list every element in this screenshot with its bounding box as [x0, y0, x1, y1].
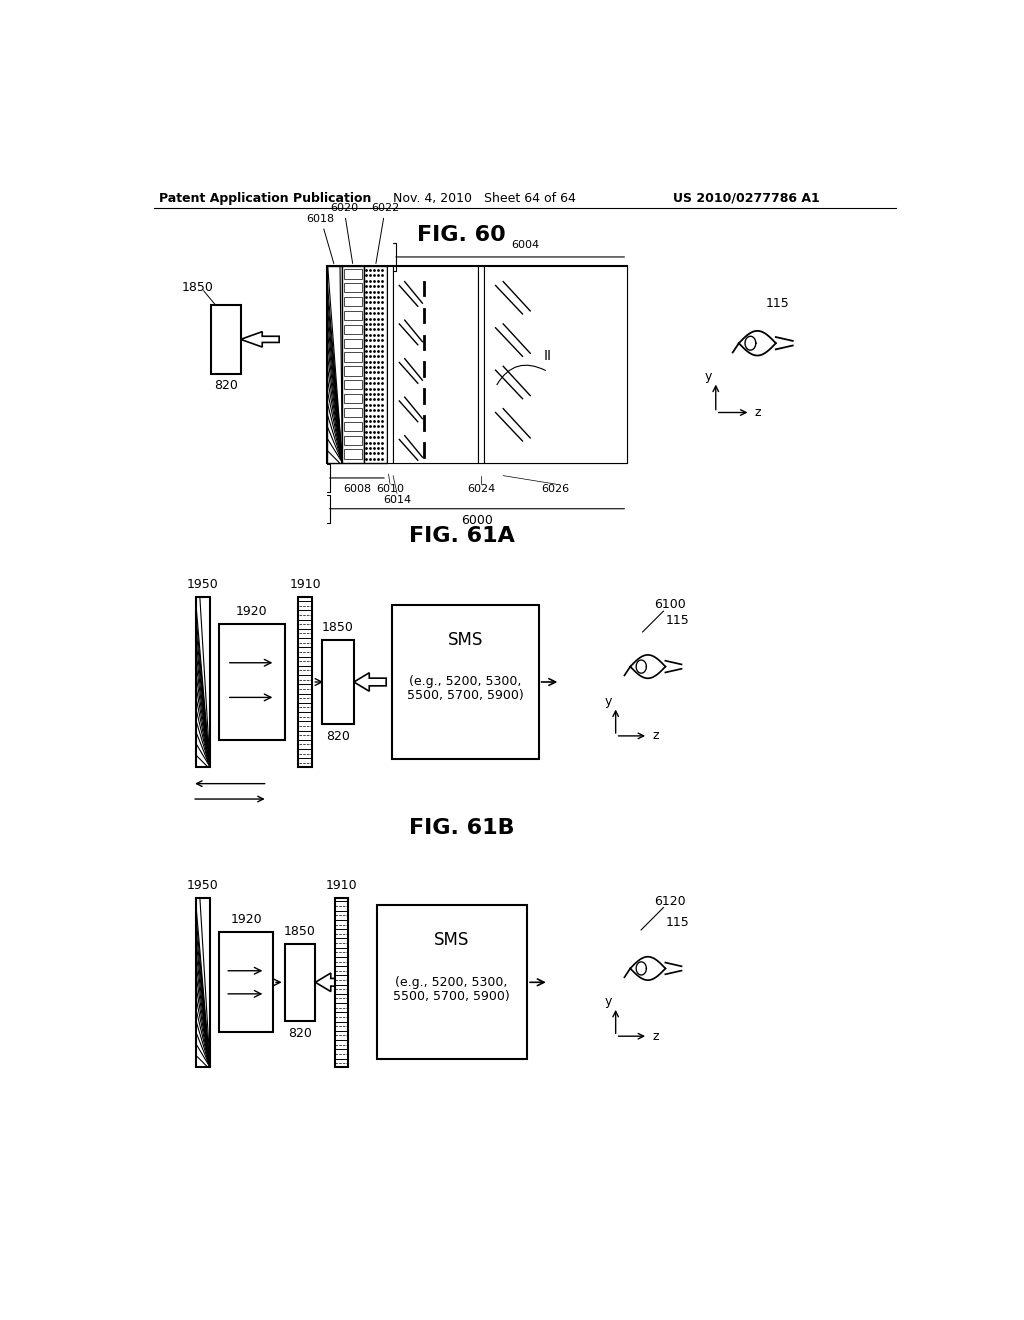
Bar [344, 449, 362, 459]
Polygon shape [241, 331, 280, 347]
Text: US 2010/0277786 A1: US 2010/0277786 A1 [673, 191, 820, 205]
Text: 6008: 6008 [343, 484, 371, 495]
Bar [285, 944, 315, 1020]
Bar [344, 297, 362, 306]
Text: FIG. 61B: FIG. 61B [409, 818, 514, 838]
Polygon shape [354, 673, 386, 692]
Text: 6018: 6018 [306, 214, 335, 264]
Text: 1910: 1910 [290, 578, 322, 591]
Text: z: z [652, 1030, 659, 1043]
Text: 6022: 6022 [372, 203, 399, 264]
Bar [392, 605, 539, 759]
Bar [219, 932, 273, 1032]
Text: 115: 115 [766, 297, 790, 310]
Text: 5500, 5700, 5900): 5500, 5700, 5900) [393, 990, 510, 1003]
Text: 6010: 6010 [376, 484, 404, 495]
Text: 1920: 1920 [236, 606, 267, 619]
Text: 6024: 6024 [467, 484, 495, 495]
Text: 1950: 1950 [187, 578, 219, 591]
Text: (e.g., 5200, 5300,: (e.g., 5200, 5300, [395, 975, 508, 989]
Bar [344, 422, 362, 430]
Text: Patent Application Publication: Patent Application Publication [159, 191, 372, 205]
Bar [342, 267, 364, 462]
Text: z: z [652, 730, 659, 742]
Text: 115: 115 [666, 614, 689, 627]
Text: 820: 820 [214, 379, 238, 392]
Text: 1850: 1850 [322, 620, 353, 634]
Text: II: II [544, 350, 552, 363]
Text: 6004: 6004 [512, 240, 540, 249]
Bar [344, 325, 362, 334]
Text: 1850: 1850 [181, 281, 213, 294]
Text: 1910: 1910 [326, 879, 357, 892]
Bar [393, 267, 478, 462]
Bar [335, 898, 348, 1067]
Text: y: y [604, 694, 611, 708]
Bar [377, 906, 527, 1059]
Text: y: y [604, 995, 611, 1008]
Bar [344, 367, 362, 376]
Bar [344, 312, 362, 321]
Bar [344, 408, 362, 417]
Bar [344, 269, 362, 279]
Text: 6014: 6014 [383, 495, 411, 504]
Bar [322, 640, 354, 725]
Bar [298, 597, 312, 767]
Bar [364, 267, 387, 462]
Text: 5500, 5700, 5900): 5500, 5700, 5900) [408, 689, 524, 702]
Text: (e.g., 5200, 5300,: (e.g., 5200, 5300, [410, 676, 521, 689]
Bar [387, 267, 393, 462]
Text: 1950: 1950 [187, 879, 219, 892]
Text: FIG. 61A: FIG. 61A [409, 525, 515, 545]
Bar [344, 436, 362, 445]
Text: 6100: 6100 [653, 598, 685, 611]
Text: SMS: SMS [434, 931, 469, 949]
Bar [344, 380, 362, 389]
Text: Nov. 4, 2010   Sheet 64 of 64: Nov. 4, 2010 Sheet 64 of 64 [393, 191, 577, 205]
Text: 820: 820 [288, 1027, 312, 1040]
Bar [196, 597, 210, 767]
Bar [196, 898, 210, 1067]
Text: 6120: 6120 [653, 895, 685, 908]
Bar [327, 267, 628, 462]
Text: 1850: 1850 [284, 925, 315, 939]
Text: z: z [755, 407, 762, 418]
Bar [219, 624, 285, 739]
Polygon shape [315, 973, 348, 991]
Text: 1920: 1920 [230, 913, 262, 927]
Text: 115: 115 [666, 916, 689, 929]
Text: 6026: 6026 [542, 484, 569, 495]
Text: FIG. 60: FIG. 60 [418, 226, 506, 246]
Bar [211, 305, 241, 374]
Text: SMS: SMS [447, 631, 483, 648]
Bar [327, 267, 342, 462]
Bar [344, 339, 362, 348]
Bar [344, 352, 362, 362]
Text: 820: 820 [326, 730, 349, 743]
Text: 6000: 6000 [461, 513, 493, 527]
Bar [344, 284, 362, 293]
Text: y: y [705, 370, 712, 383]
Text: 6020: 6020 [330, 203, 358, 264]
Bar [344, 395, 362, 404]
Bar [478, 267, 484, 462]
Bar [484, 267, 628, 462]
